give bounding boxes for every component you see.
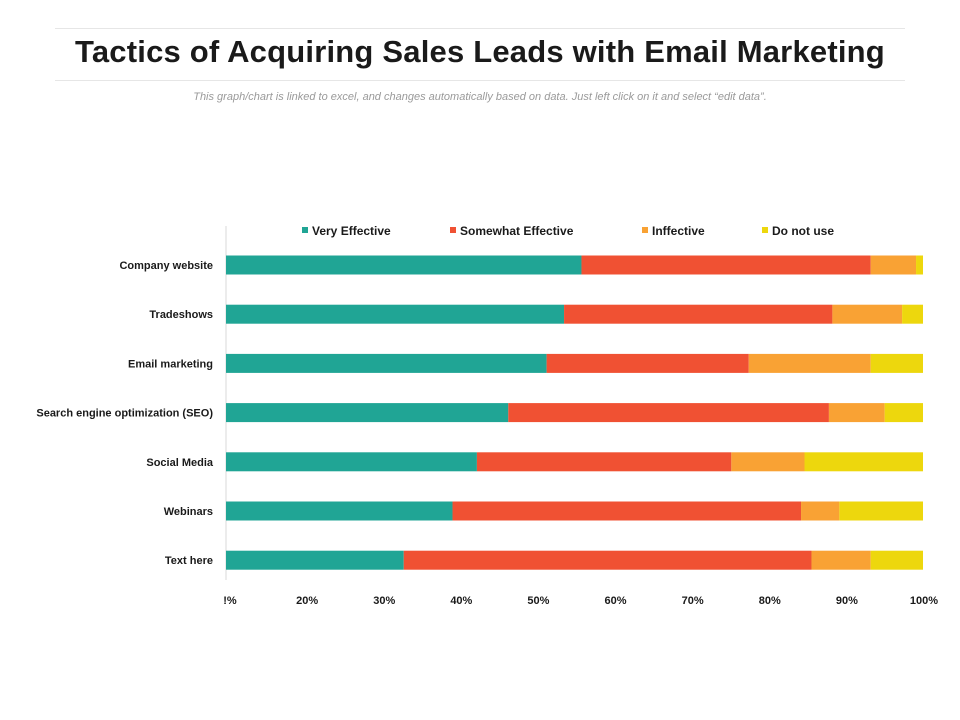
legend-swatch-somewhat-effective bbox=[450, 227, 456, 233]
bar-email-marketing-somewhat-effective bbox=[546, 353, 749, 373]
x-tick-label: !% bbox=[223, 595, 237, 607]
bar-webinars-somewhat-effective bbox=[452, 501, 802, 521]
x-tick-label: 70% bbox=[682, 595, 704, 607]
category-label: Text here bbox=[165, 555, 213, 567]
legend-swatch-do-not-use bbox=[762, 227, 768, 233]
legend-label-inffective: Inffective bbox=[652, 224, 705, 238]
bar-email-marketing-inffective bbox=[748, 353, 871, 373]
bar-social-media-inffective bbox=[731, 452, 805, 472]
legend-label-somewhat-effective: Somewhat Effective bbox=[460, 224, 574, 238]
page-subtitle: This graph/chart is linked to excel, and… bbox=[193, 91, 767, 103]
bar-company-website-inffective bbox=[870, 255, 917, 275]
bar-search-engine-optimization-seo-very-effective bbox=[226, 403, 509, 423]
title-top-divider bbox=[55, 28, 905, 29]
bar-search-engine-optimization-seo-do-not-use bbox=[884, 403, 923, 423]
category-label: Tradeshows bbox=[149, 309, 213, 321]
bar-company-website-do-not-use bbox=[916, 255, 923, 275]
bar-tradeshows-inffective bbox=[832, 304, 903, 324]
legend-swatch-very-effective bbox=[302, 227, 308, 233]
legend-label-very-effective: Very Effective bbox=[312, 224, 391, 238]
category-label: Search engine optimization (SEO) bbox=[36, 408, 213, 420]
x-tick-label: 60% bbox=[605, 595, 627, 607]
bar-tradeshows-somewhat-effective bbox=[564, 304, 833, 324]
bar-social-media-very-effective bbox=[226, 452, 477, 472]
bar-social-media-do-not-use bbox=[804, 452, 923, 472]
bar-webinars-very-effective bbox=[226, 501, 453, 521]
x-tick-label: 20% bbox=[296, 595, 318, 607]
bar-text-here-somewhat-effective bbox=[403, 550, 812, 570]
bar-search-engine-optimization-seo-inffective bbox=[828, 403, 885, 423]
bar-webinars-inffective bbox=[801, 501, 840, 521]
category-label: Webinars bbox=[164, 506, 213, 518]
legend-swatch-inffective bbox=[642, 227, 648, 233]
category-label: Email marketing bbox=[128, 358, 213, 370]
x-tick-label: 80% bbox=[759, 595, 781, 607]
bar-company-website-very-effective bbox=[226, 255, 582, 275]
bar-text-here-do-not-use bbox=[870, 550, 923, 570]
page-title: Tactics of Acquiring Sales Leads with Em… bbox=[75, 34, 885, 69]
title-bottom-divider bbox=[55, 80, 905, 81]
bar-tradeshows-very-effective bbox=[226, 304, 565, 324]
bar-tradeshows-do-not-use bbox=[902, 304, 923, 324]
x-tick-label: 90% bbox=[836, 595, 858, 607]
bar-text-here-inffective bbox=[811, 550, 871, 570]
bar-email-marketing-do-not-use bbox=[870, 353, 923, 373]
category-label: Company website bbox=[119, 260, 213, 272]
bar-company-website-somewhat-effective bbox=[581, 255, 871, 275]
bar-text-here-very-effective bbox=[226, 550, 404, 570]
bar-search-engine-optimization-seo-somewhat-effective bbox=[508, 403, 829, 423]
bar-email-marketing-very-effective bbox=[226, 353, 547, 373]
x-tick-label: 100% bbox=[910, 595, 938, 607]
category-label: Social Media bbox=[146, 457, 214, 469]
x-tick-label: 30% bbox=[373, 595, 395, 607]
bar-webinars-do-not-use bbox=[839, 501, 923, 521]
bar-social-media-somewhat-effective bbox=[476, 452, 732, 472]
x-tick-label: 50% bbox=[527, 595, 549, 607]
legend-label-do-not-use: Do not use bbox=[772, 224, 834, 238]
x-tick-label: 40% bbox=[450, 595, 472, 607]
